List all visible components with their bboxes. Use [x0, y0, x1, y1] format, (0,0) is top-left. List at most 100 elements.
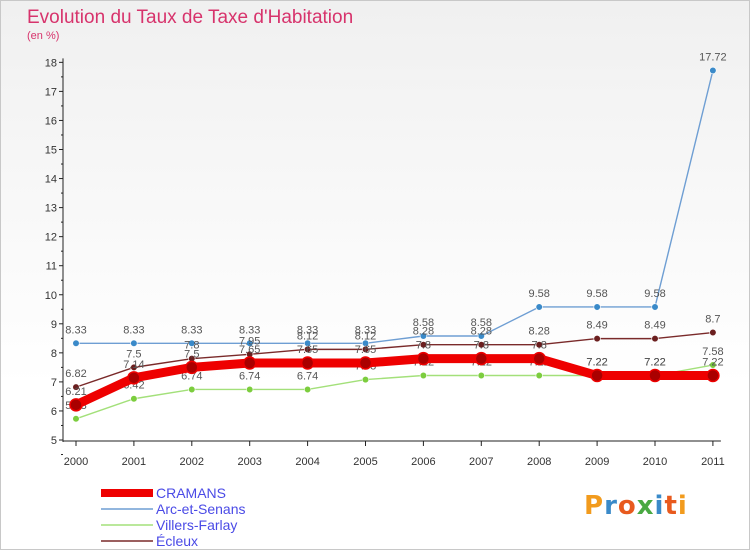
data-label: 6.74 — [297, 370, 318, 382]
data-label: 6.74 — [239, 370, 260, 382]
logo-letter: o — [617, 491, 637, 521]
data-label: 8.33 — [65, 324, 86, 336]
data-point — [535, 371, 543, 380]
x-tick-label: 2008 — [527, 456, 551, 468]
y-tick-label: 15 — [45, 145, 57, 157]
data-label: 8.49 — [644, 320, 665, 332]
y-tick-label: 12 — [45, 232, 57, 244]
data-point — [185, 360, 199, 375]
unit-label: (en %) — [27, 30, 60, 42]
data-label: 7.8 — [474, 340, 489, 352]
y-tick-label: 18 — [45, 57, 57, 69]
data-label: 17.72 — [699, 51, 727, 63]
data-point — [709, 361, 717, 369]
y-tick-label: 7 — [51, 377, 57, 389]
chart-title: Evolution du Taux de Taxe d'Habitation — [27, 7, 354, 28]
data-label: 8.12 — [297, 330, 318, 342]
x-tick-label: 2007 — [469, 456, 493, 468]
logo-letter: i — [677, 491, 688, 521]
y-tick-label: 11 — [46, 261, 57, 273]
series-line — [75, 331, 714, 388]
data-point — [361, 345, 370, 353]
data-label: 7.8 — [184, 340, 199, 352]
proxiti-logo: Proxiti — [584, 491, 688, 521]
y-tick-label: 14 — [45, 174, 57, 186]
legend-label: Arc-et-Senans — [156, 501, 246, 517]
data-label: 6.82 — [65, 368, 86, 380]
data-label: 9.58 — [644, 288, 665, 300]
data-label: 7.22 — [702, 357, 723, 369]
data-label: 7.5 — [126, 348, 141, 360]
series-line — [71, 354, 718, 410]
logo-letter: x — [636, 491, 655, 521]
data-label: 6.21 — [65, 386, 86, 398]
data-label: 7.58 — [702, 346, 723, 358]
data-point — [188, 385, 196, 394]
data-label: 8.49 — [586, 320, 607, 332]
data-point — [477, 371, 485, 380]
legend-label: Villers-Farlay — [156, 517, 238, 533]
data-label: 8.12 — [355, 330, 376, 342]
y-tick-label: 5 — [51, 435, 57, 447]
y-tick-label: 16 — [45, 115, 57, 127]
series-line — [75, 69, 714, 344]
y-tick-label: 9 — [51, 319, 57, 331]
data-point — [474, 351, 489, 366]
logo-letter: i — [654, 491, 665, 521]
data-label: 7.5 — [184, 348, 199, 360]
data-point — [246, 385, 254, 394]
data-label: 8.7 — [705, 314, 720, 326]
data-label: 9.58 — [528, 288, 549, 300]
data-point — [69, 398, 83, 412]
data-label: 8.33 — [239, 324, 260, 336]
data-label: 8.33 — [123, 324, 144, 336]
data-point — [535, 303, 543, 311]
data-label: 9.58 — [586, 288, 607, 300]
data-label: 8.33 — [181, 324, 202, 336]
y-tick-label: 17 — [45, 86, 57, 98]
data-point — [72, 383, 80, 391]
logo-letter: t — [664, 491, 678, 521]
x-tick-label: 2003 — [237, 456, 261, 468]
data-point — [590, 368, 604, 383]
data-point — [300, 356, 315, 370]
legend-label: CRAMANS — [156, 485, 227, 501]
data-point — [416, 351, 431, 366]
data-label: 7.65 — [355, 344, 376, 356]
x-tick-label: 2000 — [64, 456, 88, 468]
data-label: 7.8 — [416, 340, 431, 352]
x-tick-label: 2001 — [122, 456, 146, 468]
y-tick-label: 8 — [51, 348, 57, 360]
data-point — [361, 375, 370, 384]
data-point — [130, 339, 138, 347]
data-point — [246, 339, 254, 347]
data-point — [419, 371, 428, 380]
x-tick-label: 2004 — [295, 456, 319, 468]
data-point — [419, 341, 428, 349]
data-point — [593, 303, 601, 311]
data-point — [304, 345, 312, 353]
y-tick-label: 13 — [45, 203, 57, 215]
data-label: 8.28 — [528, 326, 549, 338]
data-label: 7.22 — [644, 357, 665, 369]
data-point — [72, 415, 80, 423]
data-point — [188, 339, 196, 347]
x-tick-label: 2011 — [701, 456, 725, 468]
data-point — [593, 335, 601, 343]
data-point — [651, 303, 659, 311]
data-label: 7.14 — [123, 359, 144, 371]
data-label: 6.74 — [181, 370, 202, 382]
data-label: 8.33 — [355, 324, 376, 336]
data-label: 8.28 — [471, 326, 492, 338]
data-label: 7.65 — [239, 344, 260, 356]
data-point — [477, 341, 485, 349]
data-point — [130, 363, 138, 371]
data-point — [127, 371, 141, 385]
data-point — [535, 341, 543, 349]
x-tick-label: 2009 — [585, 456, 609, 468]
data-label: 7.22 — [586, 357, 607, 369]
data-point — [648, 368, 662, 383]
data-label: 8.58 — [413, 317, 434, 329]
